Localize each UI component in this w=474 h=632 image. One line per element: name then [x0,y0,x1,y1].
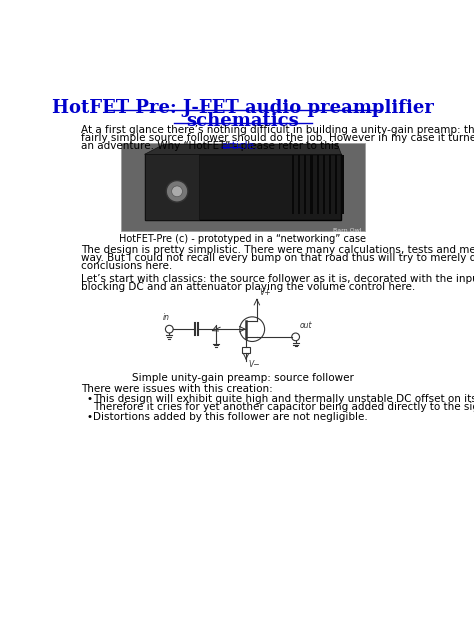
Bar [310,155,313,214]
Text: Simple unity-gain preamp: source follower: Simple unity-gain preamp: source followe… [132,373,354,383]
Text: There were issues with this creation:: There were issues with this creation: [81,384,273,394]
Text: V−: V− [248,360,260,369]
Text: At a first glance there’s nothing difficult in building a unity-gain preamp: the: At a first glance there’s nothing diffic… [81,125,474,135]
Text: HotFET-Pre (c) - prototyped in a “networking” case: HotFET-Pre (c) - prototyped in a “networ… [119,234,366,245]
Text: V+: V+ [259,288,271,297]
Bar [323,155,325,214]
Text: The design is pretty simplistic. There were many calculations, tests and measure: The design is pretty simplistic. There w… [81,245,474,255]
Bar [145,154,341,220]
Text: out: out [300,321,312,330]
Text: This design will exhibit quite high and thermally unstable DC offset on its outp: This design will exhibit quite high and … [93,394,474,404]
Text: Let’s start with classics: the source follower as it is, decorated with the inpu: Let’s start with classics: the source fo… [81,274,474,284]
Bar [341,155,344,214]
Bar [121,143,365,231]
Text: an adventure. Why “HotFET” - please refer to this: an adventure. Why “HotFET” - please refe… [81,140,343,150]
Text: •: • [86,411,92,422]
Text: HotFET Pre: J-FET audio preamplifier: HotFET Pre: J-FET audio preamplifier [52,99,434,117]
Text: conclusions here.: conclusions here. [81,260,172,270]
Text: schematics: schematics [187,112,299,130]
Text: article.: article. [221,140,257,150]
Bar [317,155,319,214]
Bar [298,155,300,214]
Text: blocking DC and an attenuator playing the volume control here.: blocking DC and an attenuator playing th… [81,283,415,292]
Text: fairly simple source follower should do the job. However in my case it turned ou: fairly simple source follower should do … [81,133,474,143]
Text: Barn Owl: Barn Owl [333,228,362,233]
Text: Distortions added by this follower are not negligible.: Distortions added by this follower are n… [93,411,368,422]
Polygon shape [145,144,341,154]
Circle shape [166,181,188,202]
Bar [145,154,199,220]
Text: in: in [163,313,170,322]
Bar [329,155,331,214]
Bar [292,155,294,214]
Text: •: • [86,394,92,404]
Text: Therefore it cries for yet another capacitor being added directly to the signal : Therefore it cries for yet another capac… [93,401,474,411]
Text: way. But I could not recall every bump on that road thus will try to merely desc: way. But I could not recall every bump o… [81,253,474,263]
Bar [242,347,250,353]
Circle shape [172,186,182,197]
Bar [304,155,307,214]
Bar [335,155,337,214]
